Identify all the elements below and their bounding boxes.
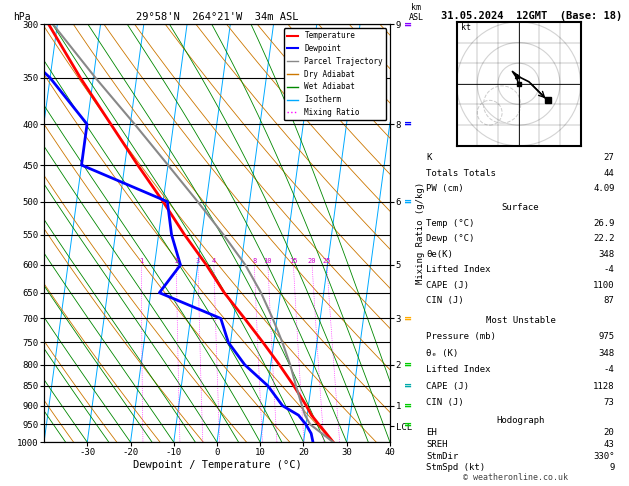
Text: 2: 2 <box>174 258 179 264</box>
Title: 29°58'N  264°21'W  34m ASL: 29°58'N 264°21'W 34m ASL <box>136 12 298 22</box>
Text: Temp (°C): Temp (°C) <box>426 219 475 228</box>
Text: StmSpd (kt): StmSpd (kt) <box>426 464 486 472</box>
Text: =: = <box>404 119 413 129</box>
Text: 4.09: 4.09 <box>593 184 615 193</box>
Text: Pressure (mb): Pressure (mb) <box>426 332 496 341</box>
Text: Lifted Index: Lifted Index <box>426 365 491 374</box>
Text: 31.05.2024  12GMT  (Base: 18): 31.05.2024 12GMT (Base: 18) <box>441 11 622 21</box>
Text: -4: -4 <box>604 265 615 275</box>
Text: 22.2: 22.2 <box>593 234 615 243</box>
Text: hPa: hPa <box>13 12 31 22</box>
Text: =: = <box>404 313 413 324</box>
Text: -4: -4 <box>604 365 615 374</box>
Text: 348: 348 <box>598 250 615 259</box>
Text: =: = <box>404 400 413 411</box>
Text: Hodograph: Hodograph <box>496 416 545 425</box>
Text: =: = <box>404 360 413 370</box>
Y-axis label: Mixing Ratio (g/kg): Mixing Ratio (g/kg) <box>416 182 425 284</box>
Text: =: = <box>404 19 413 29</box>
Text: =: = <box>404 197 413 207</box>
Text: Dewp (°C): Dewp (°C) <box>426 234 475 243</box>
Text: 330°: 330° <box>593 451 615 461</box>
X-axis label: Dewpoint / Temperature (°C): Dewpoint / Temperature (°C) <box>133 460 301 469</box>
Text: 87: 87 <box>604 296 615 305</box>
Text: 73: 73 <box>604 398 615 407</box>
Text: 975: 975 <box>598 332 615 341</box>
Text: 20: 20 <box>308 258 316 264</box>
Text: Totals Totals: Totals Totals <box>426 169 496 178</box>
Text: 1: 1 <box>139 258 143 264</box>
Text: 27: 27 <box>604 154 615 162</box>
Text: Surface: Surface <box>502 204 539 212</box>
Text: =: = <box>404 381 413 391</box>
Text: © weatheronline.co.uk: © weatheronline.co.uk <box>464 473 568 482</box>
Text: 3: 3 <box>196 258 200 264</box>
Text: CAPE (J): CAPE (J) <box>426 382 469 391</box>
Text: 25: 25 <box>323 258 331 264</box>
Text: kt: kt <box>461 23 470 32</box>
Text: 1100: 1100 <box>593 281 615 290</box>
Text: EH: EH <box>426 428 437 437</box>
Text: CIN (J): CIN (J) <box>426 398 464 407</box>
Text: CAPE (J): CAPE (J) <box>426 281 469 290</box>
Text: 8: 8 <box>252 258 257 264</box>
Text: SREH: SREH <box>426 440 448 449</box>
Text: θe(K): θe(K) <box>426 250 454 259</box>
Text: θₑ (K): θₑ (K) <box>426 348 459 358</box>
Text: 9: 9 <box>609 464 615 472</box>
Text: K: K <box>426 154 432 162</box>
Text: Most Unstable: Most Unstable <box>486 316 555 325</box>
Text: 44: 44 <box>604 169 615 178</box>
Text: 43: 43 <box>604 440 615 449</box>
Text: 4: 4 <box>212 258 216 264</box>
Text: CIN (J): CIN (J) <box>426 296 464 305</box>
Text: 20: 20 <box>604 428 615 437</box>
Text: =: = <box>404 419 413 430</box>
Text: PW (cm): PW (cm) <box>426 184 464 193</box>
Legend: Temperature, Dewpoint, Parcel Trajectory, Dry Adiabat, Wet Adiabat, Isotherm, Mi: Temperature, Dewpoint, Parcel Trajectory… <box>284 28 386 120</box>
Text: km
ASL: km ASL <box>408 3 423 22</box>
Text: StmDir: StmDir <box>426 451 459 461</box>
Text: 10: 10 <box>264 258 272 264</box>
Text: 1128: 1128 <box>593 382 615 391</box>
Text: 15: 15 <box>289 258 298 264</box>
Text: Lifted Index: Lifted Index <box>426 265 491 275</box>
Text: 26.9: 26.9 <box>593 219 615 228</box>
Text: 348: 348 <box>598 348 615 358</box>
